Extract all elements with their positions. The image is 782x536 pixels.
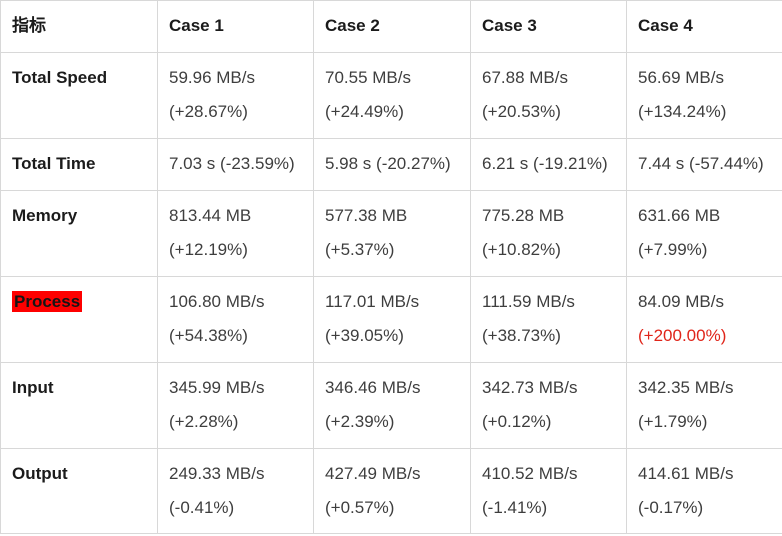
cell-value: 249.33 MB/s — [169, 464, 265, 483]
cell-value: 106.80 MB/s — [169, 292, 265, 311]
row-label-process: Process — [0, 276, 158, 363]
table-cell: 342.73 MB/s (+0.12%) — [470, 362, 627, 449]
cell-percent-alert: (+200.00%) — [638, 326, 727, 345]
row-label-total-time: Total Time — [0, 138, 158, 191]
cell-value: 427.49 MB/s — [325, 464, 421, 483]
table-cell: 346.46 MB/s (+2.39%) — [313, 362, 471, 449]
table-cell: 6.21 s (-19.21%) — [470, 138, 627, 191]
table-cell: 59.96 MB/s (+28.67%) — [157, 52, 314, 139]
table-row-output: Output 249.33 MB/s (-0.41%) 427.49 MB/s … — [0, 448, 782, 534]
cell-percent: (+24.49%) — [325, 102, 404, 121]
cell-percent: (+1.79%) — [638, 412, 708, 431]
cell-percent: (+10.82%) — [482, 240, 561, 259]
table-cell: 56.69 MB/s (+134.24%) — [626, 52, 782, 139]
cell-value: 813.44 MB — [169, 206, 252, 225]
row-label-total-speed: Total Speed — [0, 52, 158, 139]
table-cell: 67.88 MB/s (+20.53%) — [470, 52, 627, 139]
cell-value: 5.98 s (-20.27%) — [325, 154, 451, 173]
table-cell: 775.28 MB (+10.82%) — [470, 190, 627, 277]
cell-value: 70.55 MB/s — [325, 68, 411, 87]
cell-value: 775.28 MB — [482, 206, 565, 225]
row-label-output: Output — [0, 448, 158, 534]
table-cell: 106.80 MB/s (+54.38%) — [157, 276, 314, 363]
row-label-input: Input — [0, 362, 158, 449]
cell-percent: (-0.41%) — [169, 498, 235, 517]
cell-percent: (+54.38%) — [169, 326, 248, 345]
cell-value: 345.99 MB/s — [169, 378, 265, 397]
table-cell: 577.38 MB (+5.37%) — [313, 190, 471, 277]
cell-value: 346.46 MB/s — [325, 378, 421, 397]
cell-value: 6.21 s (-19.21%) — [482, 154, 608, 173]
cell-value: 410.52 MB/s — [482, 464, 578, 483]
cell-percent: (+39.05%) — [325, 326, 404, 345]
table-cell: 117.01 MB/s (+39.05%) — [313, 276, 471, 363]
cell-percent: (+38.73%) — [482, 326, 561, 345]
table-cell: 84.09 MB/s (+200.00%) — [626, 276, 782, 363]
cell-percent: (+0.12%) — [482, 412, 552, 431]
table-row-process: Process 106.80 MB/s (+54.38%) 117.01 MB/… — [0, 276, 782, 363]
cell-percent: (+12.19%) — [169, 240, 248, 259]
cell-value: 84.09 MB/s — [638, 292, 724, 311]
case1-column-header: Case 1 — [157, 0, 314, 53]
case2-column-header: Case 2 — [313, 0, 471, 53]
cell-percent: (+2.39%) — [325, 412, 395, 431]
table-cell: 631.66 MB (+7.99%) — [626, 190, 782, 277]
cell-value: 631.66 MB — [638, 206, 721, 225]
cell-value: 577.38 MB — [325, 206, 408, 225]
case3-column-header: Case 3 — [470, 0, 627, 53]
cell-value: 111.59 MB/s — [482, 292, 575, 311]
cell-percent: (+5.37%) — [325, 240, 395, 259]
table-row-memory: Memory 813.44 MB (+12.19%) 577.38 MB (+5… — [0, 190, 782, 277]
cell-percent: (+7.99%) — [638, 240, 708, 259]
cell-percent: (-0.17%) — [638, 498, 704, 517]
header-row: 指标 Case 1 Case 2 Case 3 Case 4 — [0, 0, 782, 53]
cell-value: 342.73 MB/s — [482, 378, 578, 397]
table-cell: 342.35 MB/s (+1.79%) — [626, 362, 782, 449]
table-cell: 427.49 MB/s (+0.57%) — [313, 448, 471, 534]
table-row-input: Input 345.99 MB/s (+2.28%) 346.46 MB/s (… — [0, 362, 782, 449]
table-cell: 410.52 MB/s (-1.41%) — [470, 448, 627, 534]
table-cell: 813.44 MB (+12.19%) — [157, 190, 314, 277]
metric-column-header: 指标 — [0, 0, 158, 53]
cell-value: 59.96 MB/s — [169, 68, 255, 87]
table-cell: 345.99 MB/s (+2.28%) — [157, 362, 314, 449]
table-cell: 111.59 MB/s (+38.73%) — [470, 276, 627, 363]
cell-value: 342.35 MB/s — [638, 378, 734, 397]
table-cell: 5.98 s (-20.27%) — [313, 138, 471, 191]
cell-value: 7.44 s (-57.44%) — [638, 154, 764, 173]
cell-percent: (+0.57%) — [325, 498, 395, 517]
cell-value: 414.61 MB/s — [638, 464, 734, 483]
table-cell: 7.03 s (-23.59%) — [157, 138, 314, 191]
cell-value: 67.88 MB/s — [482, 68, 568, 87]
table-cell: 70.55 MB/s (+24.49%) — [313, 52, 471, 139]
cell-percent: (-1.41%) — [482, 498, 548, 517]
cell-percent: (+20.53%) — [482, 102, 561, 121]
cell-percent: (+134.24%) — [638, 102, 727, 121]
cell-percent: (+2.28%) — [169, 412, 239, 431]
cell-percent: (+28.67%) — [169, 102, 248, 121]
case4-column-header: Case 4 — [626, 0, 782, 53]
cell-value: 117.01 MB/s — [325, 292, 420, 311]
highlighted-label: Process — [12, 291, 83, 312]
table-row-total-speed: Total Speed 59.96 MB/s (+28.67%) 70.55 M… — [0, 52, 782, 139]
table-cell: 414.61 MB/s (-0.17%) — [626, 448, 782, 534]
row-label-memory: Memory — [0, 190, 158, 277]
cell-value: 56.69 MB/s — [638, 68, 724, 87]
table-row-total-time: Total Time 7.03 s (-23.59%) 5.98 s (-20.… — [0, 138, 782, 191]
cell-value: 7.03 s (-23.59%) — [169, 154, 295, 173]
table-cell: 7.44 s (-57.44%) — [626, 138, 782, 191]
table-cell: 249.33 MB/s (-0.41%) — [157, 448, 314, 534]
